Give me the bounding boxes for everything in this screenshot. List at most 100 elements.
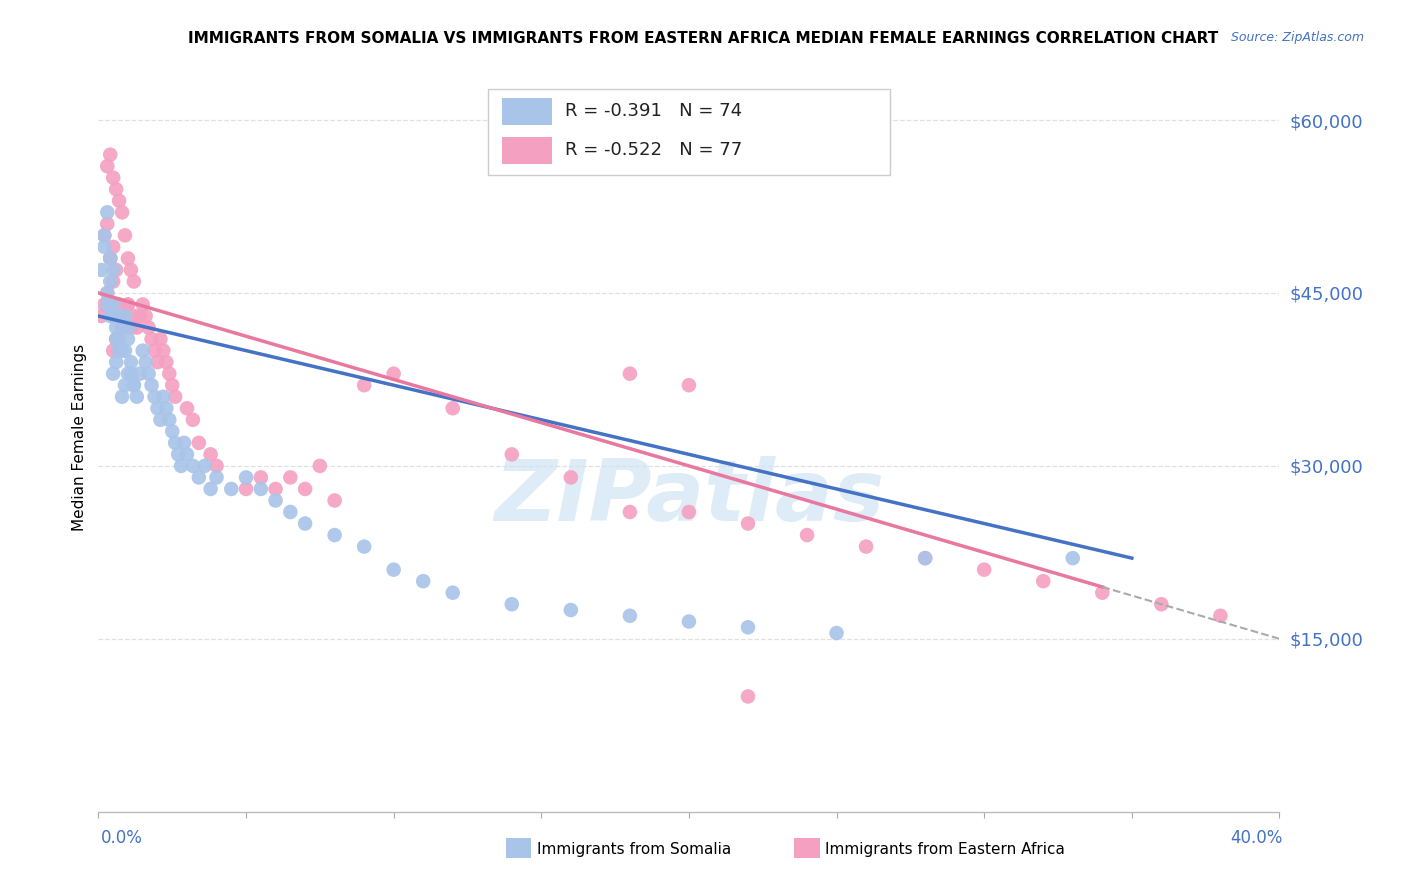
Point [796, 528, 818, 542]
Point [103, 309, 125, 323]
Point [143, 390, 166, 404]
Point [120, 355, 142, 369]
Point [382, 563, 405, 577]
Point [309, 458, 332, 473]
Point [132, 297, 155, 311]
Bar [502, 136, 553, 163]
Point [120, 263, 142, 277]
Point [90, 309, 112, 323]
Text: 0.0%: 0.0% [101, 829, 143, 847]
Point [93, 228, 115, 243]
Point [108, 343, 131, 358]
Point [98, 309, 121, 323]
Point [125, 390, 148, 404]
Point [1062, 551, 1084, 566]
Point [176, 447, 198, 461]
Point [120, 320, 142, 334]
Point [105, 182, 128, 196]
Point [914, 551, 936, 566]
Point [135, 309, 157, 323]
Point [1150, 597, 1173, 611]
Point [111, 320, 134, 334]
Point [205, 470, 228, 484]
Point [98, 252, 121, 266]
Point [280, 505, 302, 519]
Point [200, 482, 222, 496]
Text: IMMIGRANTS FROM SOMALIA VS IMMIGRANTS FROM EASTERN AFRICA MEDIAN FEMALE EARNINGS: IMMIGRANTS FROM SOMALIA VS IMMIGRANTS FR… [188, 31, 1218, 46]
Point [187, 435, 209, 450]
Point [165, 435, 187, 450]
Point [235, 482, 257, 496]
Point [235, 470, 257, 484]
Point [173, 435, 195, 450]
Point [181, 458, 204, 473]
Point [162, 378, 183, 392]
Point [205, 458, 228, 473]
Point [98, 275, 121, 289]
Point [122, 275, 145, 289]
Point [103, 170, 125, 185]
Point [117, 297, 139, 311]
Point [108, 332, 131, 346]
Point [117, 320, 139, 334]
Point [108, 309, 131, 323]
Point [122, 378, 145, 392]
Point [105, 263, 128, 277]
Point [111, 343, 134, 358]
Point [111, 205, 134, 219]
Point [128, 367, 150, 381]
Point [93, 297, 115, 311]
Point [105, 320, 128, 334]
Point [108, 194, 131, 208]
Point [353, 378, 375, 392]
Point [132, 343, 155, 358]
Point [294, 516, 316, 531]
Text: Source: ZipAtlas.com: Source: ZipAtlas.com [1230, 31, 1364, 45]
Point [200, 447, 222, 461]
Point [1091, 585, 1114, 599]
Point [176, 401, 198, 416]
Point [152, 343, 174, 358]
Point [560, 603, 582, 617]
Point [138, 367, 160, 381]
Point [560, 470, 582, 484]
Point [117, 252, 139, 266]
FancyBboxPatch shape [488, 88, 890, 175]
Point [194, 458, 217, 473]
Point [157, 367, 180, 381]
Point [96, 159, 118, 173]
Point [96, 297, 118, 311]
Point [264, 482, 287, 496]
Point [103, 275, 125, 289]
Point [323, 528, 346, 542]
Point [264, 493, 287, 508]
Point [96, 285, 118, 300]
Point [138, 320, 160, 334]
Point [737, 690, 759, 704]
Point [619, 608, 641, 623]
Point [114, 343, 136, 358]
Point [114, 378, 136, 392]
Point [825, 626, 848, 640]
Point [108, 309, 131, 323]
Point [111, 390, 134, 404]
Point [103, 297, 125, 311]
Point [678, 505, 700, 519]
Point [120, 367, 142, 381]
Point [250, 470, 273, 484]
Text: Immigrants from Eastern Africa: Immigrants from Eastern Africa [825, 842, 1066, 856]
Point [105, 332, 128, 346]
Point [280, 470, 302, 484]
Point [111, 320, 134, 334]
Point [441, 401, 464, 416]
Point [108, 297, 131, 311]
Point [973, 563, 995, 577]
Point [141, 378, 163, 392]
Point [96, 285, 118, 300]
Point [96, 217, 118, 231]
Point [105, 332, 128, 346]
Point [103, 343, 125, 358]
Text: ZIPatlas: ZIPatlas [494, 456, 884, 539]
Point [855, 540, 877, 554]
Point [128, 309, 150, 323]
